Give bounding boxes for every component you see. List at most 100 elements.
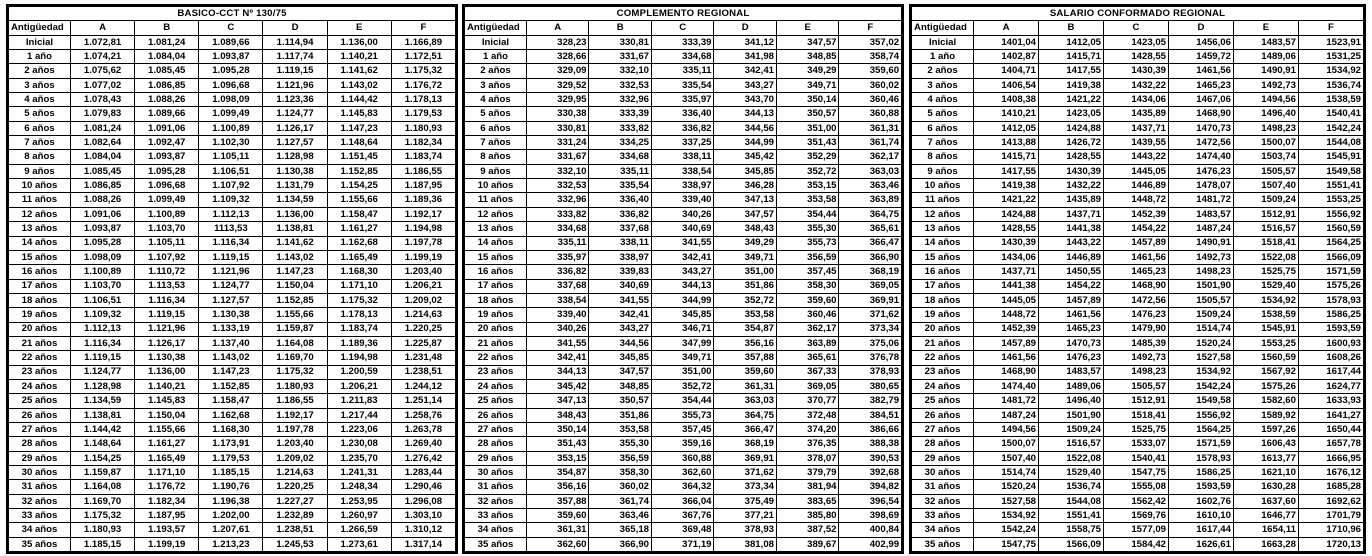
- cell-value-c: 1435,89: [1103, 106, 1169, 122]
- table-row: 13 años 1.093,87 1.103,70 1113,53 1.138,81 1.…: [8, 221, 456, 237]
- table-row: 35 años 1.185,15 1.199,19 1.213,23 1.245,53 1…: [8, 536, 456, 553]
- row-label-antiguedad: 7 años: [911, 135, 975, 151]
- table-title-row: SALARIO CONFORMADO REGIONAL: [911, 5, 1364, 22]
- cell-value-d: 1476,23: [1168, 163, 1234, 180]
- cell-value-e: 1.143,02: [326, 77, 392, 94]
- cell-value-f: 1650,44: [1297, 421, 1365, 438]
- row-label-antiguedad: 23 años: [911, 364, 975, 380]
- cell-value-d: 373,34: [713, 479, 777, 495]
- cell-value-a: 342,41: [525, 350, 590, 366]
- row-label-antiguedad: Inicial: [463, 34, 527, 51]
- row-label-antiguedad: 5 años: [911, 106, 975, 122]
- cell-value-e: 1534,92: [1232, 292, 1299, 309]
- column-header-f: F: [390, 20, 456, 36]
- cell-value-b: 1.165,49: [134, 450, 200, 467]
- cell-value-f: 1.258,76: [390, 407, 456, 423]
- cell-value-e: 1522,08: [1232, 249, 1299, 266]
- cell-value-c: 1.121,96: [198, 264, 264, 280]
- row-label-antiguedad: 29 años: [463, 450, 527, 467]
- cell-value-e: 1.158,47: [326, 206, 392, 223]
- cell-value-b: 1.116,34: [134, 292, 200, 309]
- cell-value-d: 1593,59: [1168, 479, 1234, 495]
- cell-value-b: 1509,24: [1038, 421, 1105, 438]
- cell-value-d: 368,19: [713, 436, 777, 452]
- table-row: 15 años 1.098,09 1.107,92 1.119,15 1.143,02 1…: [8, 249, 456, 266]
- cell-value-b: 1.140,21: [134, 378, 200, 395]
- cell-value-d: 343,27: [713, 77, 777, 94]
- cell-value-f: 359,60: [838, 63, 903, 79]
- cell-value-a: 1406,54: [973, 77, 1040, 94]
- cell-value-e: 350,57: [775, 106, 840, 122]
- cell-value-f: 376,78: [838, 350, 903, 366]
- cell-value-a: 1.128,98: [69, 378, 136, 395]
- cell-value-f: 388,38: [838, 436, 903, 452]
- cell-value-a: 345,42: [525, 378, 590, 395]
- table-row: 32 años 1527,58 1544,08 1562,42 1602,76 1637,…: [911, 493, 1365, 510]
- cell-value-c: 340,69: [650, 221, 715, 237]
- cell-value-c: 338,11: [650, 149, 715, 165]
- table-row: 27 años 1494,56 1509,24 1525,75 1564,25 1597,…: [911, 421, 1365, 438]
- cell-value-f: 366,47: [838, 235, 903, 251]
- cell-value-e: 1597,26: [1232, 421, 1299, 438]
- cell-value-a: 334,68: [525, 221, 590, 237]
- cell-value-a: 1412,05: [973, 120, 1040, 137]
- cell-value-f: 386,66: [838, 421, 903, 438]
- cell-value-d: 1.180,93: [262, 378, 328, 395]
- row-label-antiguedad: Inicial: [8, 34, 71, 51]
- cell-value-b: 1457,89: [1038, 292, 1105, 309]
- cell-value-c: 366,04: [650, 493, 715, 510]
- row-label-antiguedad: 3 años: [8, 77, 71, 94]
- table-row: 27 años 1.144,42 1.155,66 1.168,30 1.197,78 1…: [8, 421, 456, 438]
- cell-value-e: 1613,77: [1232, 450, 1299, 467]
- cell-value-b: 1.092,47: [134, 135, 200, 151]
- table-row: 8 años 1415,71 1428,55 1443,22 1474,40 1503,7…: [911, 149, 1365, 165]
- cell-value-c: 360,88: [650, 450, 715, 467]
- row-label-antiguedad: 7 años: [8, 135, 71, 151]
- cell-value-a: 1.164,08: [69, 479, 136, 495]
- table-title-row: COMPLEMENTO REGIONAL: [463, 5, 903, 22]
- row-label-antiguedad: 11 años: [8, 192, 71, 208]
- cell-value-d: 1586,25: [1168, 464, 1234, 481]
- row-label-antiguedad: 2 años: [911, 63, 975, 79]
- cell-value-f: 1666,95: [1297, 450, 1365, 467]
- cell-value-d: 1498,23: [1168, 264, 1234, 280]
- cell-value-a: 1.098,09: [69, 249, 136, 266]
- cell-value-b: 334,25: [588, 135, 652, 151]
- row-label-antiguedad: 35 años: [8, 536, 71, 553]
- table-row: 1 año 328,66 331,67 334,68 341,98 348,85 358,7…: [463, 49, 903, 65]
- row-label-antiguedad: 16 años: [8, 264, 71, 280]
- cell-value-f: 1.180,93: [390, 120, 456, 137]
- table-row: 20 años 1452,39 1465,23 1479,90 1514,74 1545,…: [911, 321, 1365, 337]
- cell-value-d: 1.143,02: [262, 249, 328, 266]
- cell-value-c: 1.127,57: [198, 292, 264, 309]
- row-label-antiguedad: 6 años: [8, 120, 71, 137]
- cell-value-d: 1.227,27: [262, 493, 328, 510]
- row-label-antiguedad: 22 años: [911, 350, 975, 366]
- cell-value-d: 1459,72: [1168, 49, 1234, 65]
- cell-value-e: 1.144,42: [326, 92, 392, 108]
- table-row: 11 años 332,96 336,40 339,40 347,13 353,58 363…: [463, 192, 903, 208]
- cell-value-d: 1564,25: [1168, 421, 1234, 438]
- cell-value-d: 1.138,81: [262, 221, 328, 237]
- cell-value-f: 380,65: [838, 378, 903, 395]
- cell-value-a: 1402,87: [973, 49, 1040, 65]
- cell-value-d: 344,99: [713, 135, 777, 151]
- table-row: 16 años 1437,71 1450,55 1465,23 1498,23 1525,…: [911, 264, 1365, 280]
- cell-value-f: 365,61: [838, 221, 903, 237]
- cell-value-d: 1.131,79: [262, 178, 328, 194]
- cell-value-e: 357,45: [775, 264, 840, 280]
- cell-value-a: 1.084,04: [69, 149, 136, 165]
- table-row: 16 años 1.100,89 1.110,72 1.121,96 1.147,23 1…: [8, 264, 456, 280]
- cell-value-d: 351,00: [713, 264, 777, 280]
- table-body-salario: SALARIO CONFORMADO REGIONAL Antigüedad A B C…: [911, 5, 1365, 553]
- column-header-e: E: [326, 20, 392, 36]
- table-row: 29 años 1507,40 1522,08 1540,41 1578,93 1613,…: [911, 450, 1365, 467]
- cell-value-f: 1608,26: [1297, 350, 1365, 366]
- table-row: 31 años 356,16 360,02 364,32 373,34 381,94 394…: [463, 479, 903, 495]
- cell-value-c: 1.158,47: [198, 393, 264, 409]
- cell-value-d: 342,41: [713, 63, 777, 79]
- row-label-antiguedad: 9 años: [8, 163, 71, 180]
- table-row: 31 años 1.164,08 1.176,72 1.190,76 1.220,25 1…: [8, 479, 456, 495]
- table-row: 31 años 1520,24 1536,74 1555,08 1593,59 1630,…: [911, 479, 1365, 495]
- row-label-antiguedad: 35 años: [911, 536, 975, 553]
